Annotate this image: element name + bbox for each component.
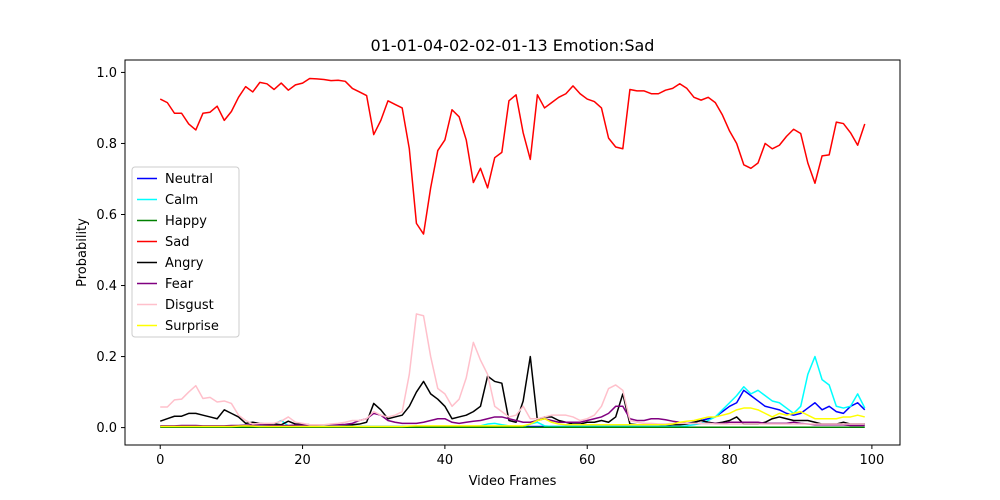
legend-label-angry: Angry — [165, 256, 204, 271]
legend-label-neutral: Neutral — [165, 172, 213, 187]
x-axis-label: Video Frames — [469, 474, 557, 489]
series-line-fear — [160, 405, 865, 427]
plot-frame — [124, 59, 901, 446]
chart-title: 01-01-04-02-02-01-13 Emotion:Sad — [371, 36, 655, 55]
legend-label-happy: Happy — [165, 214, 207, 229]
y-tick-label: 1.0 — [96, 66, 117, 81]
legend-label-surprise: Surprise — [165, 319, 219, 334]
legend: Neutral Calm Happy Sad Angry Fear Disgust Surpr… — [131, 166, 240, 338]
y-axis: 0.0 0.2 0.4 0.6 0.8 1.0 — [96, 66, 125, 436]
x-tick-label: 100 — [859, 453, 884, 468]
y-tick-label: 0.4 — [96, 279, 117, 294]
y-tick-label: 0.2 — [96, 350, 117, 365]
legend-label-sad: Sad — [165, 235, 189, 250]
series-line-disgust — [160, 313, 865, 426]
legend-box — [131, 166, 240, 338]
series-line-surprise — [160, 407, 865, 428]
plot-area — [159, 77, 866, 428]
x-tick-label: 40 — [437, 453, 454, 468]
x-axis: 0 20 40 60 80 100 — [156, 445, 884, 468]
x-tick-label: 0 — [156, 453, 164, 468]
series-line-sad — [159, 77, 866, 235]
y-axis-label: Probability — [75, 218, 90, 287]
y-tick-label: 0.6 — [96, 208, 117, 223]
legend-label-disgust: Disgust — [165, 298, 214, 313]
y-tick-label: 0.0 — [96, 421, 117, 436]
legend-label-fear: Fear — [165, 277, 194, 292]
legend-label-calm: Calm — [165, 193, 198, 208]
y-tick-label: 0.8 — [96, 137, 117, 152]
x-tick-label: 80 — [721, 453, 738, 468]
x-tick-label: 20 — [294, 453, 311, 468]
x-tick-label: 60 — [579, 453, 596, 468]
